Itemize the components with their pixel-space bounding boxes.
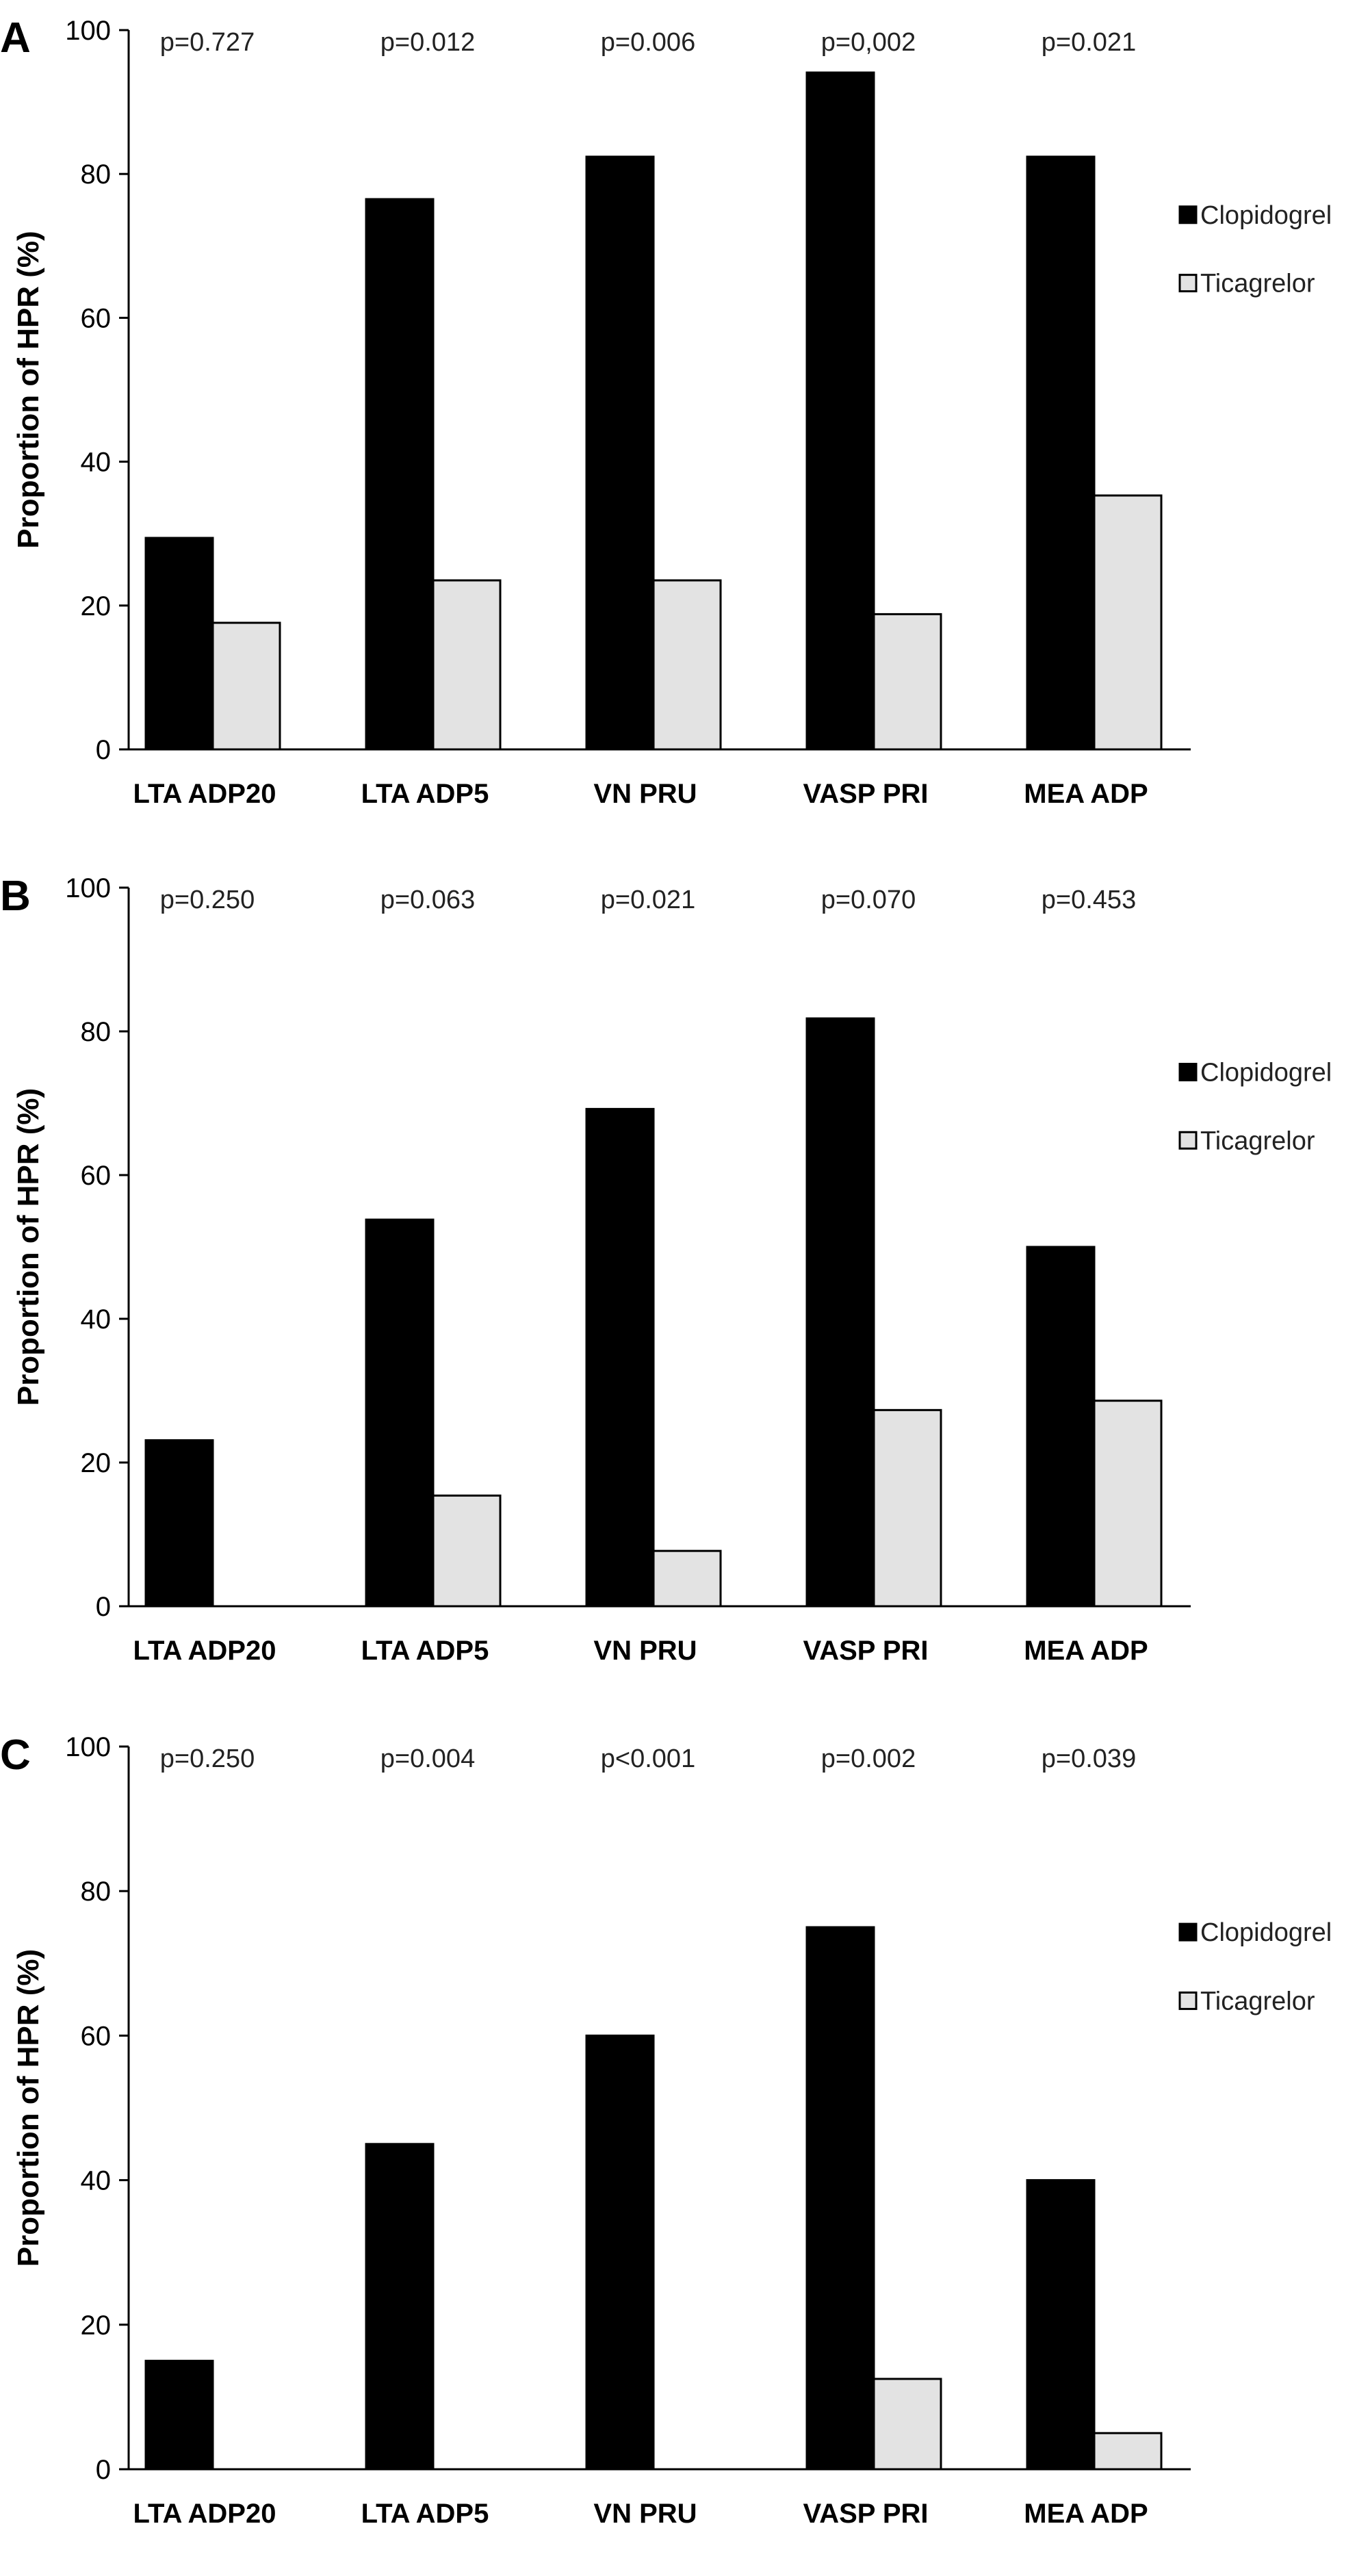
panel-a-y-tick-label-60: 60 (81, 303, 112, 333)
panel-b-x-tick-label-vn-pru: VN PRU (593, 1636, 697, 1666)
panel-a-p-value-lta-adp5: p=0.012 (380, 28, 475, 57)
panel-b-bar-clopidogrel-lta-adp5 (365, 1218, 435, 1608)
panel-a-x-tick-label-lta-adp20: LTA ADP20 (133, 779, 276, 809)
panel-c-p-value-vn-pru: p<0.001 (601, 1744, 695, 1773)
panel-c-legend-label-ticagrelor: Ticagrelor (1200, 1987, 1315, 2015)
panel-b-y-tick-label-20: 20 (81, 1448, 112, 1478)
panel-b-y-tick-label-100: 100 (65, 873, 111, 903)
panel-c-p-value-lta-adp5: p=0.004 (380, 1744, 475, 1773)
panel-a-x-tick-label-lta-adp5: LTA ADP5 (361, 779, 489, 809)
panel-b-y-tick-label-80: 80 (81, 1017, 112, 1047)
panel-b-bar-clopidogrel-vasp-pri (805, 1017, 875, 1608)
panel-c-p-value-vasp-pri: p=0.002 (821, 1744, 916, 1773)
panel-c-bar-ticagrelor-mea-adp (1093, 2432, 1163, 2471)
panel-c-p-value-mea-adp: p=0.039 (1042, 1744, 1136, 1773)
panel-c-legend-swatch-clopidogrel (1178, 1922, 1198, 1942)
panel-a-p-value-lta-adp20: p=0.727 (160, 28, 255, 57)
panel-b-bar-clopidogrel-mea-adp (1026, 1246, 1096, 1608)
panel-a-y-tick-label-80: 80 (81, 159, 112, 190)
panel-c-x-tick-label-mea-adp: MEA ADP (1024, 2499, 1148, 2529)
panel-c-x-tick-label-vn-pru: VN PRU (593, 2499, 697, 2529)
panel-a-y-axis-label: Proportion of HPR (%) (12, 231, 45, 548)
panel-c-y-axis-label: Proportion of HPR (%) (12, 1949, 45, 2267)
panel-c-legend-label-clopidogrel: Clopidogrel (1200, 1918, 1332, 1947)
panel-a-bar-ticagrelor-lta-adp5 (432, 579, 502, 751)
panel-a-bar-clopidogrel-mea-adp (1026, 155, 1096, 751)
panel-b-p-value-lta-adp20: p=0.250 (160, 886, 255, 914)
panel-a-bar-ticagrelor-mea-adp (1093, 494, 1163, 751)
panel-a-bar-clopidogrel-vasp-pri (805, 71, 875, 751)
panel-b-bar-ticagrelor-mea-adp (1093, 1400, 1163, 1608)
panel-b-p-value-mea-adp: p=0.453 (1042, 886, 1136, 914)
panel-c-bar-clopidogrel-vasp-pri (805, 1926, 875, 2471)
panel-a-letter: A (0, 14, 31, 62)
panel-b-legend-swatch-clopidogrel (1178, 1063, 1198, 1081)
panel-c-bar-clopidogrel-lta-adp20 (144, 2360, 214, 2471)
panel-b-letter: B (0, 873, 31, 920)
panel-b-legend-label-ticagrelor: Ticagrelor (1200, 1126, 1315, 1155)
panel-c-p-value-lta-adp20: p=0.250 (160, 1744, 255, 1773)
panel-b-x-tick-label-vasp-pri: VASP PRI (803, 1636, 928, 1666)
panel-a-y-tick-label-0: 0 (96, 735, 111, 765)
panel-a-legend-label-ticagrelor: Ticagrelor (1200, 270, 1315, 298)
panel-a-legend-label-clopidogrel: Clopidogrel (1200, 201, 1332, 230)
panel-a-bar-clopidogrel-lta-adp20 (144, 537, 214, 751)
panel-c-y-tick-label-0: 0 (96, 2455, 111, 2485)
panel-b-x-tick-label-lta-adp20: LTA ADP20 (133, 1636, 276, 1666)
panel-b-bar-clopidogrel-lta-adp20 (144, 1439, 214, 1608)
panel-c-bar-clopidogrel-vn-pru (585, 2034, 655, 2471)
panel-b-p-value-vasp-pri: p=0.070 (821, 886, 916, 914)
panel-a-x-tick-label-vn-pru: VN PRU (593, 779, 697, 809)
panel-b-bar-ticagrelor-vasp-pri (873, 1408, 942, 1608)
panel-a-bar-ticagrelor-vasp-pri (873, 613, 942, 751)
panel-a-bar-ticagrelor-vn-pru (652, 579, 722, 751)
panel-b-y-tick-label-60: 60 (81, 1161, 112, 1191)
panel-c-y-tick-label-100: 100 (65, 1732, 111, 1762)
panel-c-bar-ticagrelor-vasp-pri (873, 2378, 942, 2471)
panel-c-legend-swatch-ticagrelor (1178, 1991, 1198, 2010)
panel-a-bar-ticagrelor-lta-adp20 (211, 621, 281, 751)
panel-b-bar-ticagrelor-vn-pru (652, 1549, 722, 1608)
panel-a-p-value-mea-adp: p=0.021 (1042, 28, 1136, 57)
panel-a-bar-clopidogrel-lta-adp5 (365, 198, 435, 751)
panel-a-legend-swatch-clopidogrel (1178, 205, 1198, 224)
panel-c-bar-clopidogrel-mea-adp (1026, 2179, 1096, 2471)
panel-a-legend-swatch-ticagrelor (1178, 274, 1198, 293)
panel-b-bar-ticagrelor-lta-adp5 (432, 1494, 502, 1608)
panel-b-legend-label-clopidogrel: Clopidogrel (1200, 1059, 1332, 1087)
panel-b-legend-swatch-ticagrelor (1178, 1131, 1198, 1150)
panel-c-letter: C (0, 1731, 31, 1779)
panel-b-p-value-vn-pru: p=0.021 (601, 886, 695, 914)
panel-b-y-tick-label-40: 40 (81, 1304, 112, 1335)
panel-a-y-tick-label-40: 40 (81, 448, 112, 478)
panel-b-y-axis-label: Proportion of HPR (%) (12, 1088, 45, 1406)
panel-c-bar-clopidogrel-lta-adp5 (365, 2143, 435, 2471)
panel-b-p-value-lta-adp5: p=0.063 (380, 886, 475, 914)
panel-a-p-value-vn-pru: p=0.006 (601, 28, 695, 57)
panel-c-x-tick-label-lta-adp20: LTA ADP20 (133, 2499, 276, 2529)
panel-b-x-tick-label-mea-adp: MEA ADP (1024, 1636, 1148, 1666)
panel-c-y-tick-label-40: 40 (81, 2166, 112, 2196)
panel-b-bar-clopidogrel-vn-pru (585, 1107, 655, 1608)
panel-c-x-tick-label-lta-adp5: LTA ADP5 (361, 2499, 489, 2529)
panel-b-x-tick-label-lta-adp5: LTA ADP5 (361, 1636, 489, 1666)
panel-c-y-tick-label-20: 20 (81, 2310, 112, 2341)
panel-b-y-tick-label-0: 0 (96, 1592, 111, 1622)
panel-a-p-value-vasp-pri: p=0,002 (821, 28, 916, 57)
panel-a-bar-clopidogrel-vn-pru (585, 155, 655, 751)
panel-a-x-tick-label-vasp-pri: VASP PRI (803, 779, 928, 809)
panel-a-x-tick-label-mea-adp: MEA ADP (1024, 779, 1148, 809)
panel-c-y-tick-label-60: 60 (81, 2021, 112, 2051)
panel-a-y-tick-label-20: 20 (81, 591, 112, 621)
panel-a-y-tick-label-100: 100 (65, 16, 111, 46)
panel-c-y-tick-label-80: 80 (81, 1877, 112, 1907)
panel-c-x-tick-label-vasp-pri: VASP PRI (803, 2499, 928, 2529)
